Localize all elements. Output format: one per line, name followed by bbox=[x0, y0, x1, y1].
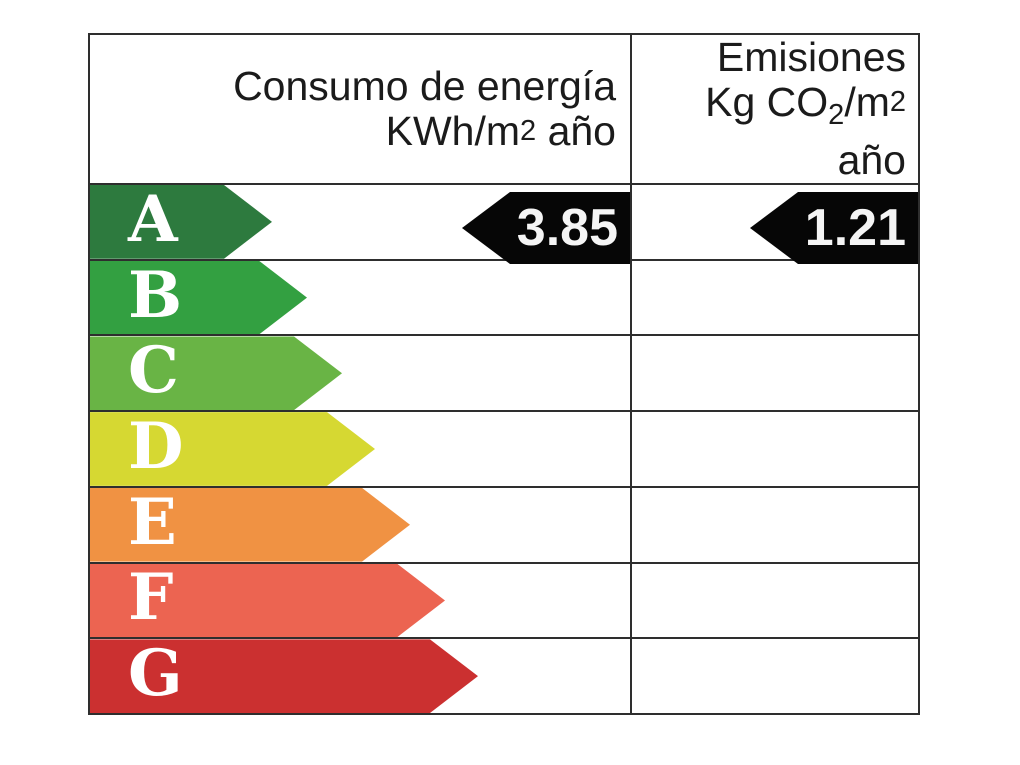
consumption-value: 3.85 bbox=[516, 199, 618, 257]
column-divider bbox=[630, 183, 632, 713]
consumption-value-arrow: 3.85 bbox=[462, 192, 630, 264]
rating-row-f: F bbox=[90, 561, 918, 638]
rating-letter-c: C bbox=[128, 333, 179, 409]
superscript-2: 2 bbox=[520, 115, 537, 147]
emissions-header-title: Emisiones bbox=[716, 34, 906, 80]
rating-arrow-d: D bbox=[90, 412, 375, 486]
consumption-column-header: Consumo de energía KWh/m2 año bbox=[90, 35, 630, 183]
rating-arrow-e: E bbox=[90, 488, 410, 562]
rating-arrow-f: F bbox=[90, 564, 445, 638]
rating-row-a: A 3.85 1.21 bbox=[90, 183, 918, 264]
rating-letter-e: E bbox=[128, 484, 177, 560]
rating-letter-a: A bbox=[128, 181, 178, 257]
rating-arrow-g: G bbox=[90, 639, 478, 713]
rating-row-g: G bbox=[90, 637, 918, 713]
rating-arrow-b: B bbox=[90, 261, 307, 335]
emissions-header-unit: Kg CO2/m2 año bbox=[705, 79, 906, 183]
rating-letter-d: D bbox=[128, 409, 184, 485]
emissions-value: 1.21 bbox=[804, 199, 906, 257]
rating-letter-f: F bbox=[128, 560, 174, 636]
emissions-column-header: Emisiones Kg CO2/m2 año bbox=[630, 35, 918, 183]
rating-row-c: C bbox=[90, 334, 918, 410]
rating-letter-g: G bbox=[128, 636, 183, 712]
emissions-value-arrow: 1.21 bbox=[750, 192, 918, 264]
rating-arrow-a: A bbox=[90, 185, 272, 259]
subscript-2: 2 bbox=[828, 99, 845, 131]
rating-rows: A 3.85 1.21 B C D E bbox=[90, 183, 918, 713]
consumption-header-unit: KWh/m2 año bbox=[385, 108, 616, 154]
energy-rating-table: Consumo de energía KWh/m2 año Emisiones … bbox=[88, 33, 920, 715]
consumption-header-title: Consumo de energía bbox=[233, 63, 616, 109]
table-header: Consumo de energía KWh/m2 año Emisiones … bbox=[90, 35, 918, 183]
rating-letter-b: B bbox=[128, 257, 183, 333]
rating-row-b: B bbox=[90, 258, 918, 335]
superscript-2: 2 bbox=[889, 86, 906, 118]
rating-arrow-c: C bbox=[90, 336, 342, 410]
rating-row-e: E bbox=[90, 485, 918, 562]
rating-row-d: D bbox=[90, 410, 918, 486]
